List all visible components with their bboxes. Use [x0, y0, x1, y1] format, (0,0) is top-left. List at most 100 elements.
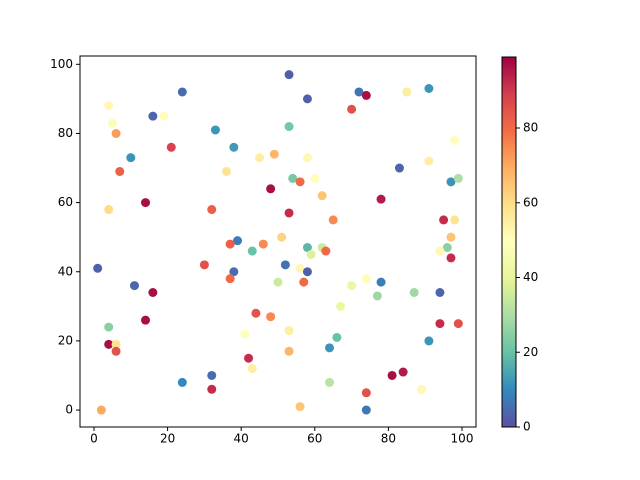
scatter-point: [435, 319, 445, 329]
scatter-point: [247, 364, 257, 374]
scatter-point: [409, 287, 419, 297]
scatter-point: [177, 377, 187, 387]
x-tick-label: 60: [307, 432, 322, 446]
scatter-point: [229, 142, 239, 152]
scatter-point: [284, 122, 294, 132]
scatter-point: [394, 163, 404, 173]
scatter-point: [450, 135, 460, 145]
scatter-point: [233, 236, 243, 246]
scatter-point: [347, 104, 357, 114]
scatter-point: [302, 153, 312, 163]
scatter-point: [446, 253, 456, 263]
colorbar-tick-label: 60: [523, 195, 538, 209]
scatter-point: [417, 384, 427, 394]
scatter-point: [424, 156, 434, 166]
scatter-point: [321, 246, 331, 256]
scatter-point: [446, 232, 456, 242]
y-tick-label: 60: [58, 195, 73, 209]
scatter-point: [104, 339, 114, 349]
scatter-point: [255, 153, 265, 163]
scatter-point: [247, 246, 257, 256]
scatter-point: [295, 177, 305, 187]
scatter-point: [207, 370, 217, 380]
scatter-point: [148, 111, 158, 121]
axes-frame: [79, 55, 477, 428]
scatter-point: [317, 191, 327, 201]
y-tick-label: 0: [65, 403, 73, 417]
scatter-point: [104, 205, 114, 215]
x-tick-label: 40: [234, 432, 249, 446]
colorbar-tick-label: 20: [523, 345, 538, 359]
y-tick-label: 80: [58, 126, 73, 140]
scatter-point: [210, 125, 220, 135]
scatter-point: [126, 153, 136, 163]
scatter-point: [361, 90, 371, 100]
scatter-point: [207, 205, 217, 215]
scatter-point: [148, 287, 158, 297]
scatter-point: [229, 267, 239, 277]
scatter-point: [361, 388, 371, 398]
scatter-point: [129, 281, 139, 291]
scatter-point: [93, 263, 103, 273]
scatter-point: [111, 346, 121, 356]
scatter-point: [96, 405, 106, 415]
x-tick-label: 0: [90, 432, 98, 446]
scatter-point: [325, 343, 335, 353]
scatter-point: [302, 243, 312, 253]
scatter-point: [299, 277, 309, 287]
scatter-point: [336, 301, 346, 311]
scatter-point: [284, 326, 294, 336]
scatter-point: [424, 84, 434, 94]
scatter-point: [453, 319, 463, 329]
scatter-point: [111, 128, 121, 138]
scatter-point: [280, 260, 290, 270]
scatter-point: [115, 166, 125, 176]
scatter-point: [376, 194, 386, 204]
scatter-point: [446, 177, 456, 187]
scatter-point: [354, 87, 364, 97]
x-tick-label: 100: [451, 432, 474, 446]
scatter-point: [424, 336, 434, 346]
scatter-point: [372, 291, 382, 301]
scatter-point: [177, 87, 187, 97]
scatter-point: [453, 173, 463, 183]
colorbar-tick-label: 0: [523, 420, 531, 434]
scatter-point: [111, 339, 121, 349]
scatter-point: [166, 142, 176, 152]
scatter-point: [277, 232, 287, 242]
scatter-point: [310, 173, 320, 183]
scatter-point: [107, 118, 117, 128]
y-tick-label: 20: [58, 333, 73, 347]
scatter-point: [240, 329, 250, 339]
scatter-point: [284, 346, 294, 356]
scatter-point: [295, 402, 305, 412]
scatter-point: [398, 367, 408, 377]
scatter-point: [306, 249, 316, 259]
scatter-point: [104, 101, 114, 111]
scatter-point: [251, 308, 261, 318]
scatter-point: [439, 215, 449, 225]
scatter-point: [141, 198, 151, 208]
scatter-point: [435, 287, 445, 297]
colorbar-tick-label: 80: [523, 121, 538, 135]
scatter-point: [288, 173, 298, 183]
scatter-point: [361, 405, 371, 415]
scatter-point: [225, 239, 235, 249]
scatter-point: [295, 263, 305, 273]
scatter-point: [387, 370, 397, 380]
scatter-point: [269, 149, 279, 159]
scatter-point: [302, 94, 312, 104]
scatter-point: [141, 315, 151, 325]
y-tick-label: 40: [58, 264, 73, 278]
scatter-point: [258, 239, 268, 249]
scatter-point: [347, 281, 357, 291]
scatter-point: [273, 277, 283, 287]
scatter-point: [199, 260, 209, 270]
x-tick-label: 80: [381, 432, 396, 446]
scatter-point: [221, 166, 231, 176]
scatter-point: [442, 243, 452, 253]
scatter-point: [104, 322, 114, 332]
scatter-point: [402, 87, 412, 97]
scatter-point: [302, 267, 312, 277]
